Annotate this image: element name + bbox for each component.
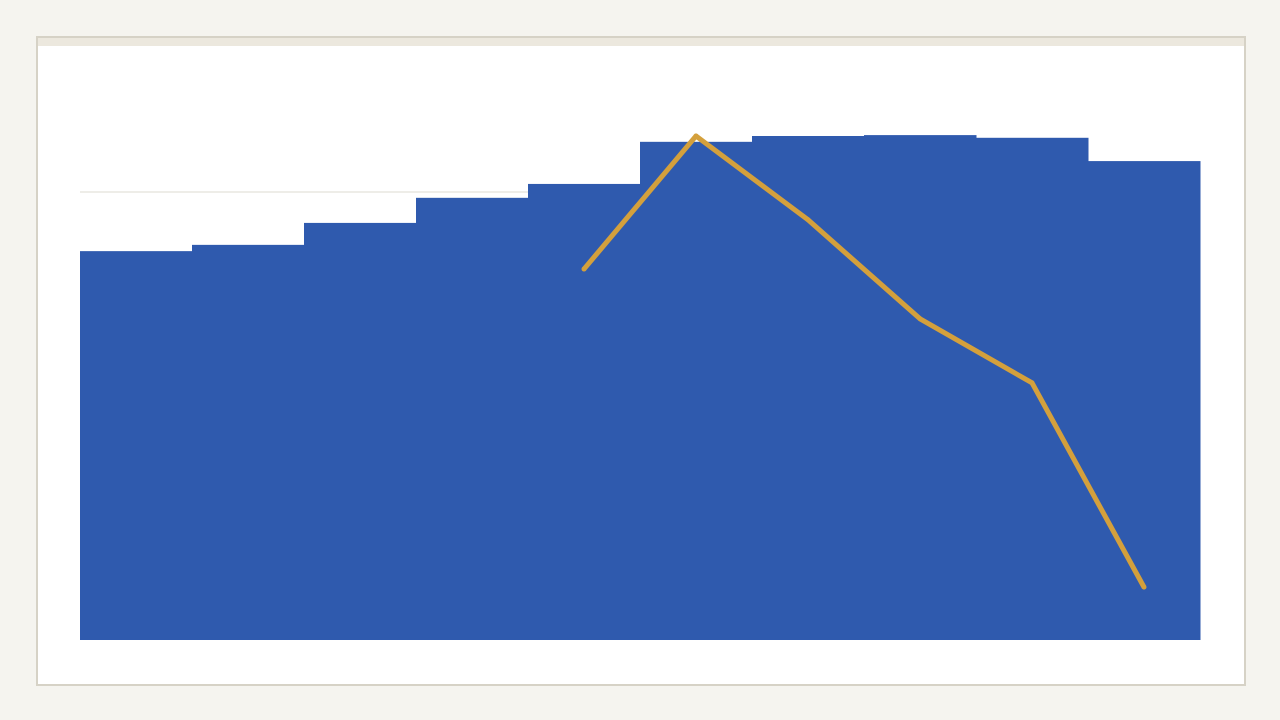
line-point-9	[1029, 380, 1035, 386]
line-point-5	[581, 266, 587, 272]
line-point-10	[1141, 584, 1147, 590]
bar-9	[976, 137, 1089, 641]
bar-2	[192, 244, 305, 640]
frame-header-bar	[38, 38, 1244, 46]
line-point-6	[693, 133, 699, 139]
line-point-8	[917, 316, 923, 322]
line-point-7	[805, 217, 811, 223]
bar-4	[416, 197, 529, 640]
bar-7	[752, 136, 865, 640]
bar-5	[528, 183, 641, 640]
bar-6	[640, 141, 753, 640]
bar-1	[80, 251, 193, 641]
bar-3	[304, 222, 417, 641]
bar-8	[864, 135, 977, 640]
bar-10	[1088, 161, 1201, 640]
line-series	[582, 133, 1147, 589]
